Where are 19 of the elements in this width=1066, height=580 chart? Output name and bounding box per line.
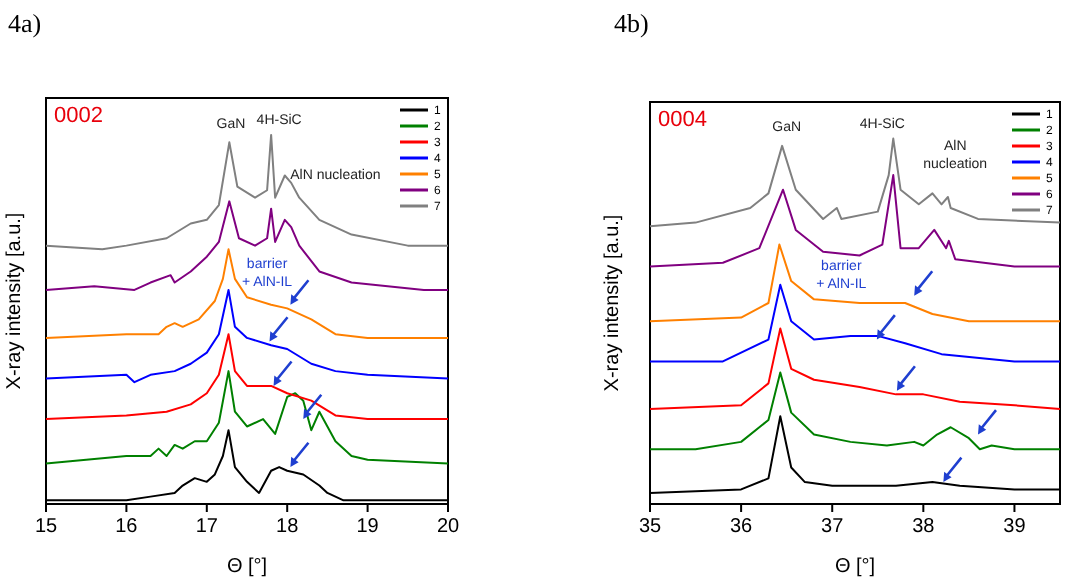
x-tick-label: 17 <box>195 516 219 538</box>
y-axis-title: X-ray intensity [a.u.] <box>4 212 26 390</box>
chart-title: 4a) <box>8 8 42 38</box>
x-axis-title: Θ [°] <box>834 556 876 578</box>
x-tick-label: 36 <box>729 516 754 538</box>
x-tick-label: 35 <box>638 516 662 538</box>
x-axis-title: Θ [°] <box>226 556 268 578</box>
y-axis-title: X-ray intensity [a.u.] <box>602 214 624 392</box>
x-tick-label: 37 <box>821 516 845 538</box>
x-tick-label: 16 <box>115 516 139 538</box>
x-tick-label: 39 <box>1003 516 1027 538</box>
text: 0004 <box>658 108 707 132</box>
x-tick-label: 19 <box>356 516 380 538</box>
x-tick-label: 15 <box>34 516 58 538</box>
chart-title: 4b) <box>614 8 649 38</box>
x-tick-label: 18 <box>276 516 300 538</box>
x-tick-label: 38 <box>912 516 936 538</box>
x-tick-label: 20 <box>436 516 460 538</box>
text: 0002 <box>54 104 103 128</box>
